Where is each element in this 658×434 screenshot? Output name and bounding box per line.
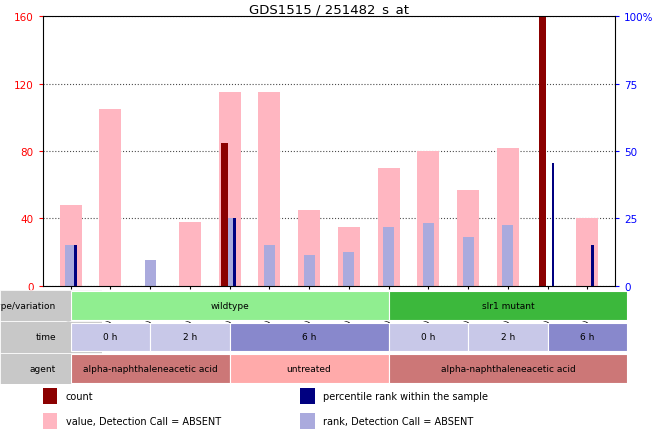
Bar [70, 292, 389, 320]
Text: untreated: untreated [287, 364, 332, 373]
Text: 6 h: 6 h [580, 333, 595, 342]
Bar [303, 256, 315, 286]
Text: rank, Detection Call = ABSENT: rank, Detection Call = ABSENT [323, 417, 474, 427]
Bar [259, 93, 280, 286]
Bar [551, 164, 554, 286]
Bar [221, 143, 228, 286]
Text: count: count [66, 391, 93, 401]
Bar [547, 323, 627, 352]
Bar [463, 237, 474, 286]
Bar [343, 253, 355, 286]
Text: 2 h: 2 h [183, 333, 197, 342]
Bar [389, 323, 468, 352]
Bar [389, 354, 627, 383]
Text: alpha-naphthaleneacetic acid: alpha-naphthaleneacetic acid [440, 364, 575, 373]
Bar [576, 219, 598, 286]
Text: slr1 mutant: slr1 mutant [482, 302, 534, 310]
Bar [60, 205, 82, 286]
Bar [457, 190, 479, 286]
Bar [423, 224, 434, 286]
Text: 0 h: 0 h [103, 333, 118, 342]
Text: 0 h: 0 h [421, 333, 436, 342]
Text: percentile rank within the sample: percentile rank within the sample [323, 391, 488, 401]
Text: ▶: ▶ [74, 301, 81, 311]
Bar [503, 226, 513, 286]
Bar [378, 168, 399, 286]
Bar [230, 323, 389, 352]
Bar [338, 227, 360, 286]
Text: ▶: ▶ [74, 332, 81, 342]
Bar [70, 323, 150, 352]
Bar [150, 323, 230, 352]
Text: ▶: ▶ [74, 364, 81, 373]
Bar [383, 227, 394, 286]
Bar [539, 17, 546, 286]
Bar [417, 151, 440, 286]
Bar [300, 388, 315, 404]
Text: value, Detection Call = ABSENT: value, Detection Call = ABSENT [66, 417, 221, 427]
Bar [264, 246, 275, 286]
Text: 2 h: 2 h [501, 333, 515, 342]
Text: agent: agent [30, 364, 56, 373]
Title: GDS1515 / 251482_s_at: GDS1515 / 251482_s_at [249, 3, 409, 16]
Text: wildtype: wildtype [211, 302, 249, 310]
Bar [43, 414, 57, 430]
Bar [145, 261, 155, 286]
Bar [179, 222, 201, 286]
Bar [497, 148, 519, 286]
Bar [74, 246, 77, 286]
Bar [65, 246, 76, 286]
Bar [99, 110, 121, 286]
Text: alpha-naphthaleneacetic acid: alpha-naphthaleneacetic acid [83, 364, 218, 373]
Bar [218, 93, 241, 286]
Bar [300, 414, 315, 430]
Bar [389, 292, 627, 320]
Bar [298, 210, 320, 286]
Bar [234, 219, 236, 286]
Bar [230, 354, 389, 383]
Bar [224, 219, 235, 286]
Bar [43, 388, 57, 404]
Text: genotype/variation: genotype/variation [0, 302, 56, 310]
Bar [70, 354, 230, 383]
Bar [468, 323, 547, 352]
Bar [592, 246, 594, 286]
Text: time: time [36, 333, 56, 342]
Text: 6 h: 6 h [302, 333, 316, 342]
